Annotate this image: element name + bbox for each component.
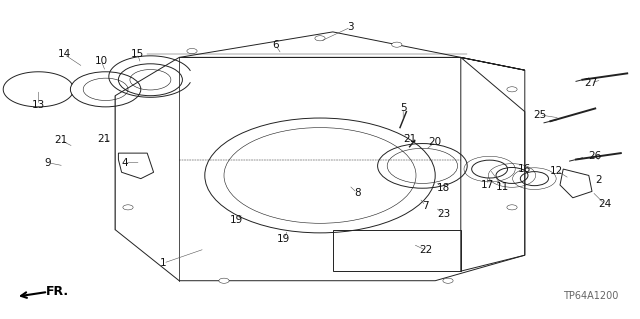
- Text: 21: 21: [403, 134, 416, 144]
- Text: 11: 11: [496, 182, 509, 192]
- Circle shape: [507, 205, 517, 210]
- Circle shape: [507, 87, 517, 92]
- Text: 18: 18: [437, 183, 450, 193]
- Text: 24: 24: [598, 199, 611, 209]
- Text: 27: 27: [584, 78, 597, 88]
- Text: 15: 15: [131, 49, 144, 59]
- Circle shape: [392, 42, 402, 47]
- Text: 3: 3: [348, 22, 354, 32]
- Text: 4: 4: [122, 158, 128, 168]
- Text: 19: 19: [230, 215, 243, 225]
- Text: 20: 20: [429, 137, 442, 147]
- Circle shape: [123, 205, 133, 210]
- Text: TP64A1200: TP64A1200: [563, 292, 619, 301]
- Text: 1: 1: [160, 258, 166, 268]
- Text: FR.: FR.: [46, 286, 69, 298]
- Text: 8: 8: [354, 188, 360, 198]
- Text: 5: 5: [400, 103, 406, 114]
- Text: 10: 10: [95, 56, 108, 66]
- Circle shape: [187, 48, 197, 54]
- Text: 9: 9: [45, 158, 51, 168]
- Text: 7: 7: [422, 201, 429, 211]
- Circle shape: [315, 36, 325, 41]
- Text: 12: 12: [550, 166, 563, 176]
- Text: 2: 2: [595, 175, 602, 185]
- Text: 17: 17: [481, 180, 494, 190]
- Circle shape: [443, 278, 453, 283]
- Text: 16: 16: [518, 164, 531, 174]
- Text: 6: 6: [272, 40, 278, 50]
- Text: 13: 13: [32, 100, 45, 110]
- Circle shape: [219, 278, 229, 283]
- Text: 25: 25: [533, 110, 546, 120]
- Text: 21: 21: [54, 135, 67, 145]
- Text: 22: 22: [420, 245, 433, 256]
- Text: 19: 19: [277, 234, 290, 244]
- Text: 14: 14: [58, 49, 70, 59]
- Text: 26: 26: [589, 151, 602, 161]
- Text: 23: 23: [437, 209, 450, 219]
- Text: 21: 21: [97, 134, 110, 144]
